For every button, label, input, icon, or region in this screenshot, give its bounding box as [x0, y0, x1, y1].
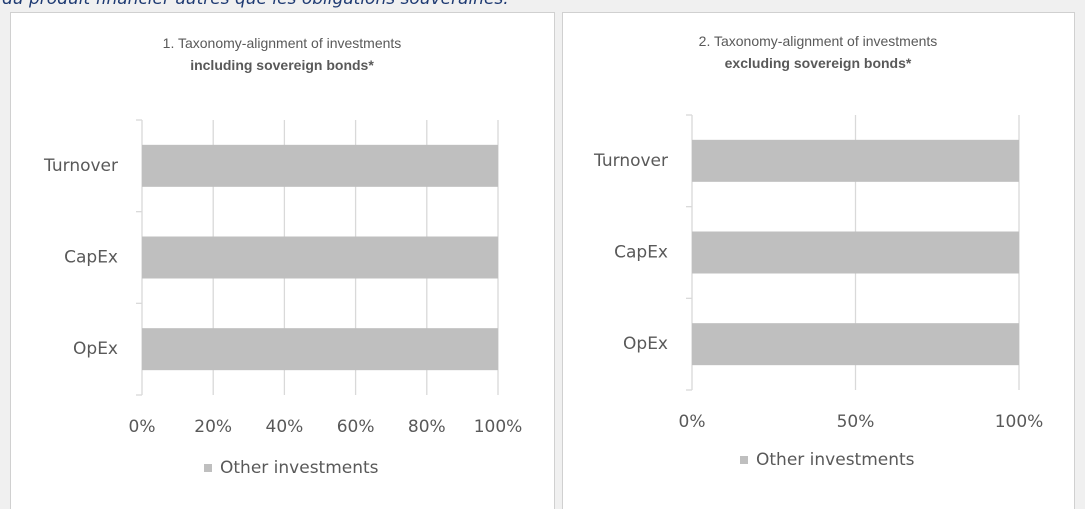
y-tick-label: CapEx — [64, 248, 118, 268]
chart-title: 1. Taxonomy-alignment of investments — [163, 35, 402, 51]
y-tick-label: CapEx — [614, 243, 668, 263]
y-tick-label: OpEx — [73, 339, 118, 359]
y-tick-label: OpEx — [623, 334, 668, 354]
y-tick-label: Turnover — [43, 156, 118, 176]
y-tick-label: Turnover — [593, 151, 668, 171]
legend-label: Other investments — [756, 450, 915, 470]
x-tick-label: 50% — [837, 412, 875, 432]
x-tick-label: 60% — [337, 417, 375, 437]
x-tick-label: 100% — [474, 417, 523, 437]
x-tick-label: 100% — [995, 412, 1044, 432]
intro-text: du produit financier autres que les obli… — [2, 0, 509, 9]
x-tick-label: 0% — [129, 417, 156, 437]
x-tick-label: 80% — [408, 417, 446, 437]
bar — [142, 328, 498, 371]
bar — [692, 139, 1019, 182]
chart-title: 2. Taxonomy-alignment of investments — [699, 33, 938, 49]
bar — [692, 231, 1019, 274]
chart-subtitle: including sovereign bonds* — [190, 57, 374, 73]
bar — [142, 144, 498, 187]
x-tick-label: 0% — [679, 412, 706, 432]
legend-swatch — [740, 456, 748, 464]
x-tick-label: 40% — [266, 417, 304, 437]
bar — [142, 236, 498, 279]
x-tick-label: 20% — [194, 417, 232, 437]
legend-label: Other investments — [220, 458, 379, 478]
legend-swatch — [204, 464, 212, 472]
bar — [692, 323, 1019, 366]
chart-subtitle: excluding sovereign bonds* — [725, 55, 912, 71]
